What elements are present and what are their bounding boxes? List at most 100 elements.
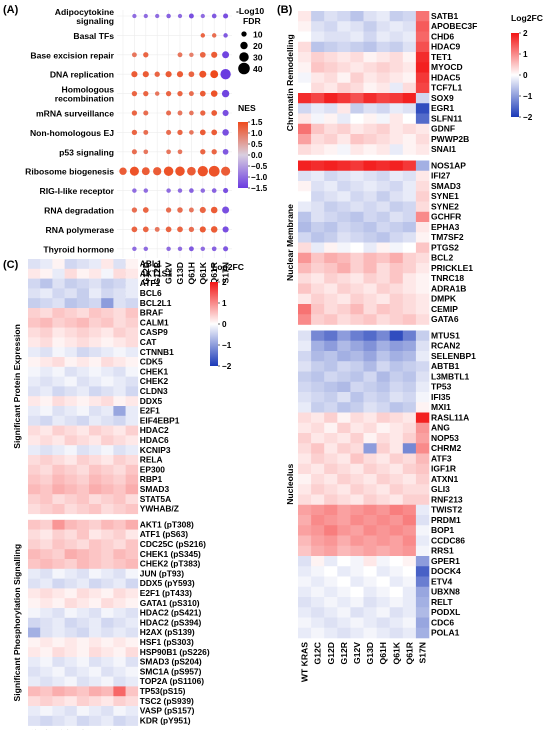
- cell-top2a-ps1106-s17n: [125, 676, 139, 687]
- cell-sox9-q61h: [376, 93, 390, 104]
- cell-rela-g13d: [76, 455, 90, 466]
- cell-prdm1-g13d: [363, 515, 377, 526]
- cell-braf-q61r: [113, 308, 126, 319]
- cell-chek1-ps345-q61h: [89, 549, 102, 560]
- dot-homologous-recombination-g13d: [177, 90, 183, 97]
- row-label-ddx5-py593: DDX5 (pY593): [140, 578, 195, 588]
- cell-syne1-q61h: [376, 191, 390, 202]
- cell-satb1-wt-kras: [298, 11, 312, 22]
- dot-basal-tfs-s17n: [223, 33, 228, 38]
- cell-atf3-g12d: [324, 453, 338, 465]
- cell-pola1-g12c: [311, 627, 325, 639]
- dot-non-homologous-ej-q61h: [189, 130, 194, 135]
- cell-ang-g12c: [311, 422, 325, 434]
- dot-rna-degradation-g12c: [131, 207, 138, 213]
- cell-calm1-g12c: [28, 317, 41, 328]
- cell-chrm2-g12r: [337, 443, 351, 454]
- cell-smad3-g12v: [64, 484, 78, 495]
- cell-nos1ap-s17n: [415, 160, 430, 172]
- cell-cat-q61h: [89, 337, 102, 348]
- row-label-tp53-ps15: TP53(pS15): [140, 686, 186, 696]
- row-label-dna-replication: DNA replication: [50, 70, 114, 80]
- panel-label-b: (B): [277, 4, 293, 16]
- cell-top2a-ps1106-g12r: [52, 676, 65, 687]
- dot-thyroid-hormone-g13d: [177, 246, 183, 252]
- cell-ywhab-z-g12r: [52, 504, 65, 515]
- col-label-g12d: G12D: [141, 262, 151, 284]
- dot-thyroid-hormone-s17n: [223, 246, 229, 252]
- cell-gli3-s17n: [415, 484, 430, 495]
- dot-non-homologous-ej-g12v: [166, 129, 172, 135]
- row-label-adra1b: ADRA1B: [431, 283, 466, 293]
- cell-ptgs2-q61k: [389, 242, 404, 254]
- cell-egr1-wt-kras: [298, 103, 312, 114]
- cell-chek2-pt383-g13d: [76, 559, 90, 570]
- cell-podxl-g12d: [324, 607, 338, 618]
- cell-h2ax-ps139-g12v: [64, 627, 78, 638]
- row-label-ptgs2: PTGS2: [431, 242, 459, 252]
- row-label-cdc6: CDC6: [431, 617, 454, 627]
- cell-ddx5-g12r: [52, 396, 65, 407]
- cell-gdnf-g12r: [337, 123, 351, 135]
- dot-ribosome-biogenesis-q61h: [187, 166, 196, 176]
- cell-selenbp1-wt-kras: [298, 351, 312, 362]
- cell-pola1-g12v: [350, 627, 364, 639]
- cell-prickle1-g12d: [324, 263, 338, 274]
- row-label-gper1: GPER1: [431, 556, 460, 566]
- cell-rnf213-q61k: [389, 494, 404, 506]
- cell-satb1-q61k: [389, 11, 404, 22]
- cell-ang-g12d: [324, 422, 338, 434]
- col-label-s17n: S17N: [417, 642, 427, 664]
- row-label-gchfr: GCHFR: [431, 212, 461, 222]
- cell-hsp90b1-ps226-g12r: [52, 647, 65, 658]
- cell-ubxn8-q61k: [389, 586, 404, 598]
- cell-ddx5-py593-g12c: [28, 578, 41, 589]
- dot-thyroid-hormone-q61r: [211, 246, 217, 252]
- cell-ubxn8-wt-kras: [298, 586, 312, 598]
- dot-rig-i-like-receptor-q61r: [211, 188, 217, 193]
- row-label-adipocytokine-signaling: Adipocytokine signaling: [55, 7, 114, 26]
- dot-rig-i-like-receptor-g12c: [132, 188, 137, 193]
- cell-ddx5-q61h: [89, 396, 102, 407]
- row-label-ifi27: IFI27: [431, 171, 451, 181]
- row-label-line: RNA degradation: [44, 206, 114, 216]
- cell-eif4ebp1-s17n: [125, 415, 139, 426]
- cell-akt1s1-g13d: [76, 268, 90, 279]
- cell-jun-pt93-g12d: [40, 568, 53, 579]
- cell-jun-pt93-q61h: [89, 568, 102, 579]
- cell-smc1a-ps957-q61r: [113, 666, 126, 677]
- cell-atxn1-q61k: [389, 474, 404, 485]
- cell-syne1-g13d: [363, 191, 377, 202]
- cell-chd6-q61k: [389, 31, 404, 43]
- cell-rela-g12r: [52, 455, 65, 466]
- cell-cemip-wt-kras: [298, 304, 312, 315]
- cell-cdk5-g12d: [40, 357, 53, 368]
- cell-cdc6-wt-kras: [298, 617, 312, 629]
- cell-sox9-q61r: [402, 93, 417, 104]
- dot-non-homologous-ej-s17n: [222, 129, 229, 136]
- cell-kcnip3-g12d: [40, 445, 53, 456]
- cell-abl1-q61r: [113, 259, 126, 270]
- cell-abtb1-q61r: [402, 361, 417, 372]
- dot-adipocytokine-signaling-q61h: [188, 13, 194, 19]
- cell-atf1-g12v: [64, 278, 78, 289]
- cell-chek1-q61h: [89, 366, 102, 377]
- row-label-tet1: TET1: [431, 52, 452, 62]
- cell-egr1-s17n: [415, 103, 430, 114]
- cell-hdac2-g12d: [40, 425, 53, 436]
- cell-rela-s17n: [125, 455, 139, 466]
- cell-kdr-py951-q61h: [89, 715, 102, 726]
- row-label-non-homologous-ej: Non-homologous EJ: [30, 128, 114, 138]
- cell-hdac2-ps394-q61k: [101, 617, 114, 628]
- cell-top2a-ps1106-g12v: [64, 676, 78, 687]
- cell-stat5a-g12v: [64, 494, 78, 505]
- dot-p53-signaling-g12c: [131, 149, 137, 155]
- row-label-myocd: MYOCD: [431, 62, 463, 72]
- cell-chek1-ps345-g12v: [64, 549, 78, 560]
- log2fc-tick-label: −1: [523, 92, 533, 101]
- cell-etv4-wt-kras: [298, 576, 312, 588]
- dot-adipocytokine-signaling-g12v: [166, 13, 171, 19]
- cell-bop1-q61r: [402, 525, 417, 536]
- row-label-rig-i-like-receptor: RIG-I-like receptor: [40, 186, 115, 196]
- cell-nos1ap-g13d: [363, 160, 377, 172]
